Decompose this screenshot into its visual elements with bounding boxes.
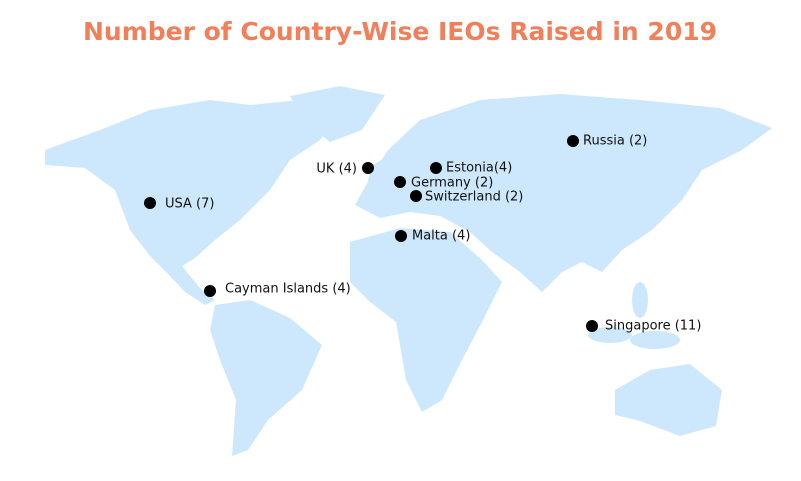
- marker: [586, 320, 598, 332]
- marker: [144, 197, 156, 209]
- title: Number of Country-Wise IEOs Raised in 20…: [83, 17, 717, 46]
- eurasia: [355, 94, 772, 292]
- greenland: [290, 86, 385, 142]
- markers: USA (7) Cayman Islands (4) UK (4) German…: [144, 134, 701, 334]
- africa: [350, 228, 502, 412]
- marker-label: Cayman Islands (4): [225, 282, 351, 297]
- australia: [615, 364, 722, 436]
- marker-label: Malta (4): [412, 229, 470, 244]
- island: [630, 331, 680, 349]
- marker-label: Russia (2): [583, 134, 647, 149]
- marker-label: Estonia(4): [446, 161, 512, 176]
- marker: [394, 176, 406, 188]
- marker-label: Switzerland (2): [425, 190, 523, 205]
- world-map: [45, 86, 772, 456]
- marker-label: UK (4): [316, 162, 357, 177]
- island: [632, 282, 648, 318]
- marker: [362, 162, 374, 174]
- north-america: [45, 100, 340, 305]
- marker: [567, 135, 579, 147]
- marker-label: Singapore (11): [605, 319, 701, 334]
- marker-label: USA (7): [165, 197, 214, 212]
- marker: [395, 230, 407, 242]
- south-america: [210, 300, 322, 456]
- island: [588, 327, 632, 343]
- marker: [204, 285, 216, 297]
- marker: [430, 162, 442, 174]
- marker: [410, 190, 422, 202]
- marker-label: Germany (2): [411, 176, 493, 191]
